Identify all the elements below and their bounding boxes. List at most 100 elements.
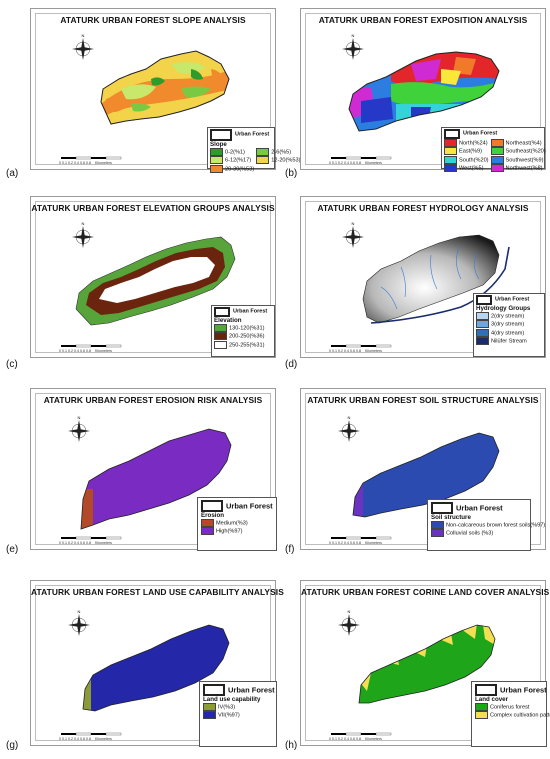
legend-boundary-swatch [475, 684, 497, 696]
legend-swatch [203, 711, 216, 720]
map-panel-hydrology: ATATURK URBAN FOREST HYDROLOGY ANALYSIS … [300, 196, 546, 358]
legend-swatch [490, 139, 504, 147]
legend-item-label: North(%24) [459, 140, 488, 147]
legend-item: East(%9) [444, 147, 489, 156]
map-panel-exposition: ATATURK URBAN FOREST EXPOSITION ANALYSIS… [300, 8, 546, 173]
scale-bar-labels: 0 0.1 0.2 0.4 0.6 0.8 Kilometers [329, 541, 382, 545]
legend-item: VII(%97) [203, 711, 273, 720]
legend-item-label: 250-255(%31) [229, 342, 265, 349]
legend-item-label: Medium(%3) [216, 520, 248, 527]
legend-swatch [214, 340, 227, 349]
legend-boundary-swatch [210, 129, 232, 141]
scale-bar-labels: 0 0.1 0.2 0.4 0.6 0.8 Kilometers [59, 349, 112, 353]
scale-ticks: 0 0.1 0.2 0.4 0.6 0.8 [329, 737, 361, 741]
legend-swatch [203, 703, 216, 711]
legend-swatch [210, 148, 223, 156]
panel-label: (a) [6, 168, 19, 179]
map-panel-soil: ATATURK URBAN FOREST SOIL STRUCTURE ANAL… [300, 388, 546, 551]
svg-text:N: N [78, 609, 81, 614]
legend-swatch [444, 139, 457, 147]
legend-item-label: 2(dry stream) [491, 313, 525, 320]
scale-bar-labels: 0 0.1 0.2 0.4 0.6 0.8 Kilometers [329, 737, 382, 741]
legend-boundary-swatch [203, 684, 225, 696]
forest-boundary [82, 624, 230, 712]
legend-swatch [490, 147, 504, 156]
legend-item: Medium(%3) [201, 519, 273, 527]
dry-streams [380, 246, 480, 310]
legend-swatch [431, 521, 444, 529]
hydrology-raster [362, 234, 500, 324]
legend-items: 2(dry stream) 3(dry stream) 4(dry stream) N… [476, 312, 542, 346]
forest-boundary [352, 432, 500, 518]
scale-bar [61, 156, 122, 160]
legend-item-label: 130-120(%31) [229, 325, 265, 332]
legend-swatch [444, 155, 457, 164]
panel-label: (h) [285, 740, 298, 751]
legend-items: IV(%3) VII(%97) [203, 703, 273, 720]
legend-item-label: Northeast(%4) [505, 140, 542, 147]
svg-text:N: N [348, 609, 351, 614]
legend-title: Erosion [201, 512, 225, 519]
map-panel-land-use: ATATURK URBAN FOREST LAND USE CAPABILITY… [30, 580, 284, 747]
map-legend: Urban Forest Slope 0-2(%1) 2-6(%5) 6-12(%17… [207, 127, 300, 173]
map-legend: Urban Forest Hydrology Groups 2(dry strea… [473, 293, 545, 357]
legend-swatch [490, 164, 504, 173]
legend-items: Coniferus forest Complex cultivation patt… [475, 703, 550, 720]
legend-item: 2-6(%5) [256, 148, 300, 156]
legend-items: North(%24) Northeast(%4) East(%9) Southeast… [444, 139, 546, 173]
legend-item-label: 200-250(%36) [229, 333, 265, 340]
legend-item: West(%5) [444, 164, 489, 173]
north-arrow-icon: N [342, 33, 364, 60]
legend-items: 0-2(%1) 2-6(%5) 6-12(%17) 12-20(%53) 20-30(%… [210, 148, 300, 173]
map-canvas: N [61, 221, 236, 348]
legend-items: Medium(%3) High(%97) [201, 519, 273, 536]
legend-item: 0-2(%1) [210, 148, 254, 156]
scale-ticks: 0 0.1 0.2 0.4 0.6 0.8 [329, 541, 361, 545]
legend-title: Hydrology Groups [476, 305, 531, 312]
legend-boundary-swatch [444, 129, 460, 139]
legend-item: 20-30(%53) [210, 164, 254, 173]
scale-bar-labels: 0 0.1 0.2 0.4 0.6 0.8 Kilometers [329, 349, 382, 353]
scale-ticks: 0 0.1 0.2 0.4 0.6 0.8 [59, 737, 91, 741]
exposition-raster [349, 52, 499, 131]
scale-unit: Kilometers [94, 161, 112, 165]
legend-item-label: East(%9) [459, 148, 483, 155]
svg-text:N: N [82, 221, 85, 226]
legend-item-label: 0-2(%1) [225, 149, 245, 156]
panel-label: (c) [6, 359, 18, 370]
legend-swatch [444, 164, 457, 173]
legend-swatch [475, 711, 488, 720]
forest-boundary [358, 624, 496, 704]
forest-boundary [348, 51, 500, 132]
scale-unit: Kilometers [94, 349, 112, 353]
map-legend: Urban Forest Elevation 130-120(%31) 200-25… [211, 305, 275, 357]
map-title: ATATURK URBAN FOREST EROSION RISK ANALYS… [43, 395, 263, 405]
legend-boundary-swatch [431, 502, 453, 514]
north-arrow-icon: N [72, 33, 94, 60]
map-legend: Urban Forest North(%24) Northeast(%4) East… [441, 127, 546, 173]
legend-item: 200-250(%36) [214, 332, 272, 341]
map-panel-erosion: ATATURK URBAN FOREST EROSION RISK ANALYS… [30, 388, 277, 551]
legend-item: Complex cultivation patterns [475, 711, 550, 720]
legend-item: Non-calcareous brown forest soils(%97) [431, 521, 545, 529]
scale-unit: Kilometers [94, 541, 112, 545]
map-legend: Urban Forest Soil structure Non-calcareou… [427, 499, 545, 551]
legend-swatch [210, 156, 223, 165]
scale-ticks: 0 0.1 0.2 0.4 0.6 0.8 [59, 349, 91, 353]
nilufer-stream [370, 246, 510, 324]
map-panel-slope: ATATURK URBAN FOREST SLOPE ANALYSIS N [30, 8, 300, 173]
scale-bar-labels: 0 0.1 0.2 0.4 0.6 0.8 Kilometers [59, 541, 112, 545]
scale-bar [61, 536, 122, 540]
legend-item: Coniferus forest [475, 703, 550, 711]
legend-title: Elevation [214, 317, 242, 324]
legend-item-label: 6-12(%17) [225, 157, 252, 164]
map-canvas: N [331, 221, 510, 348]
legend-item: 250-255(%31) [214, 340, 272, 349]
north-arrow-icon: N [68, 609, 90, 636]
north-arrow-icon: N [338, 415, 360, 442]
legend-item: Colluvial soils (%3) [431, 529, 545, 538]
legend-item-label: Coniferus forest [490, 704, 530, 711]
scale-bar [331, 344, 392, 348]
map-title: ATATURK URBAN FOREST CORINE LAND COVER A… [301, 587, 550, 597]
legend-item: IV(%3) [203, 703, 273, 711]
